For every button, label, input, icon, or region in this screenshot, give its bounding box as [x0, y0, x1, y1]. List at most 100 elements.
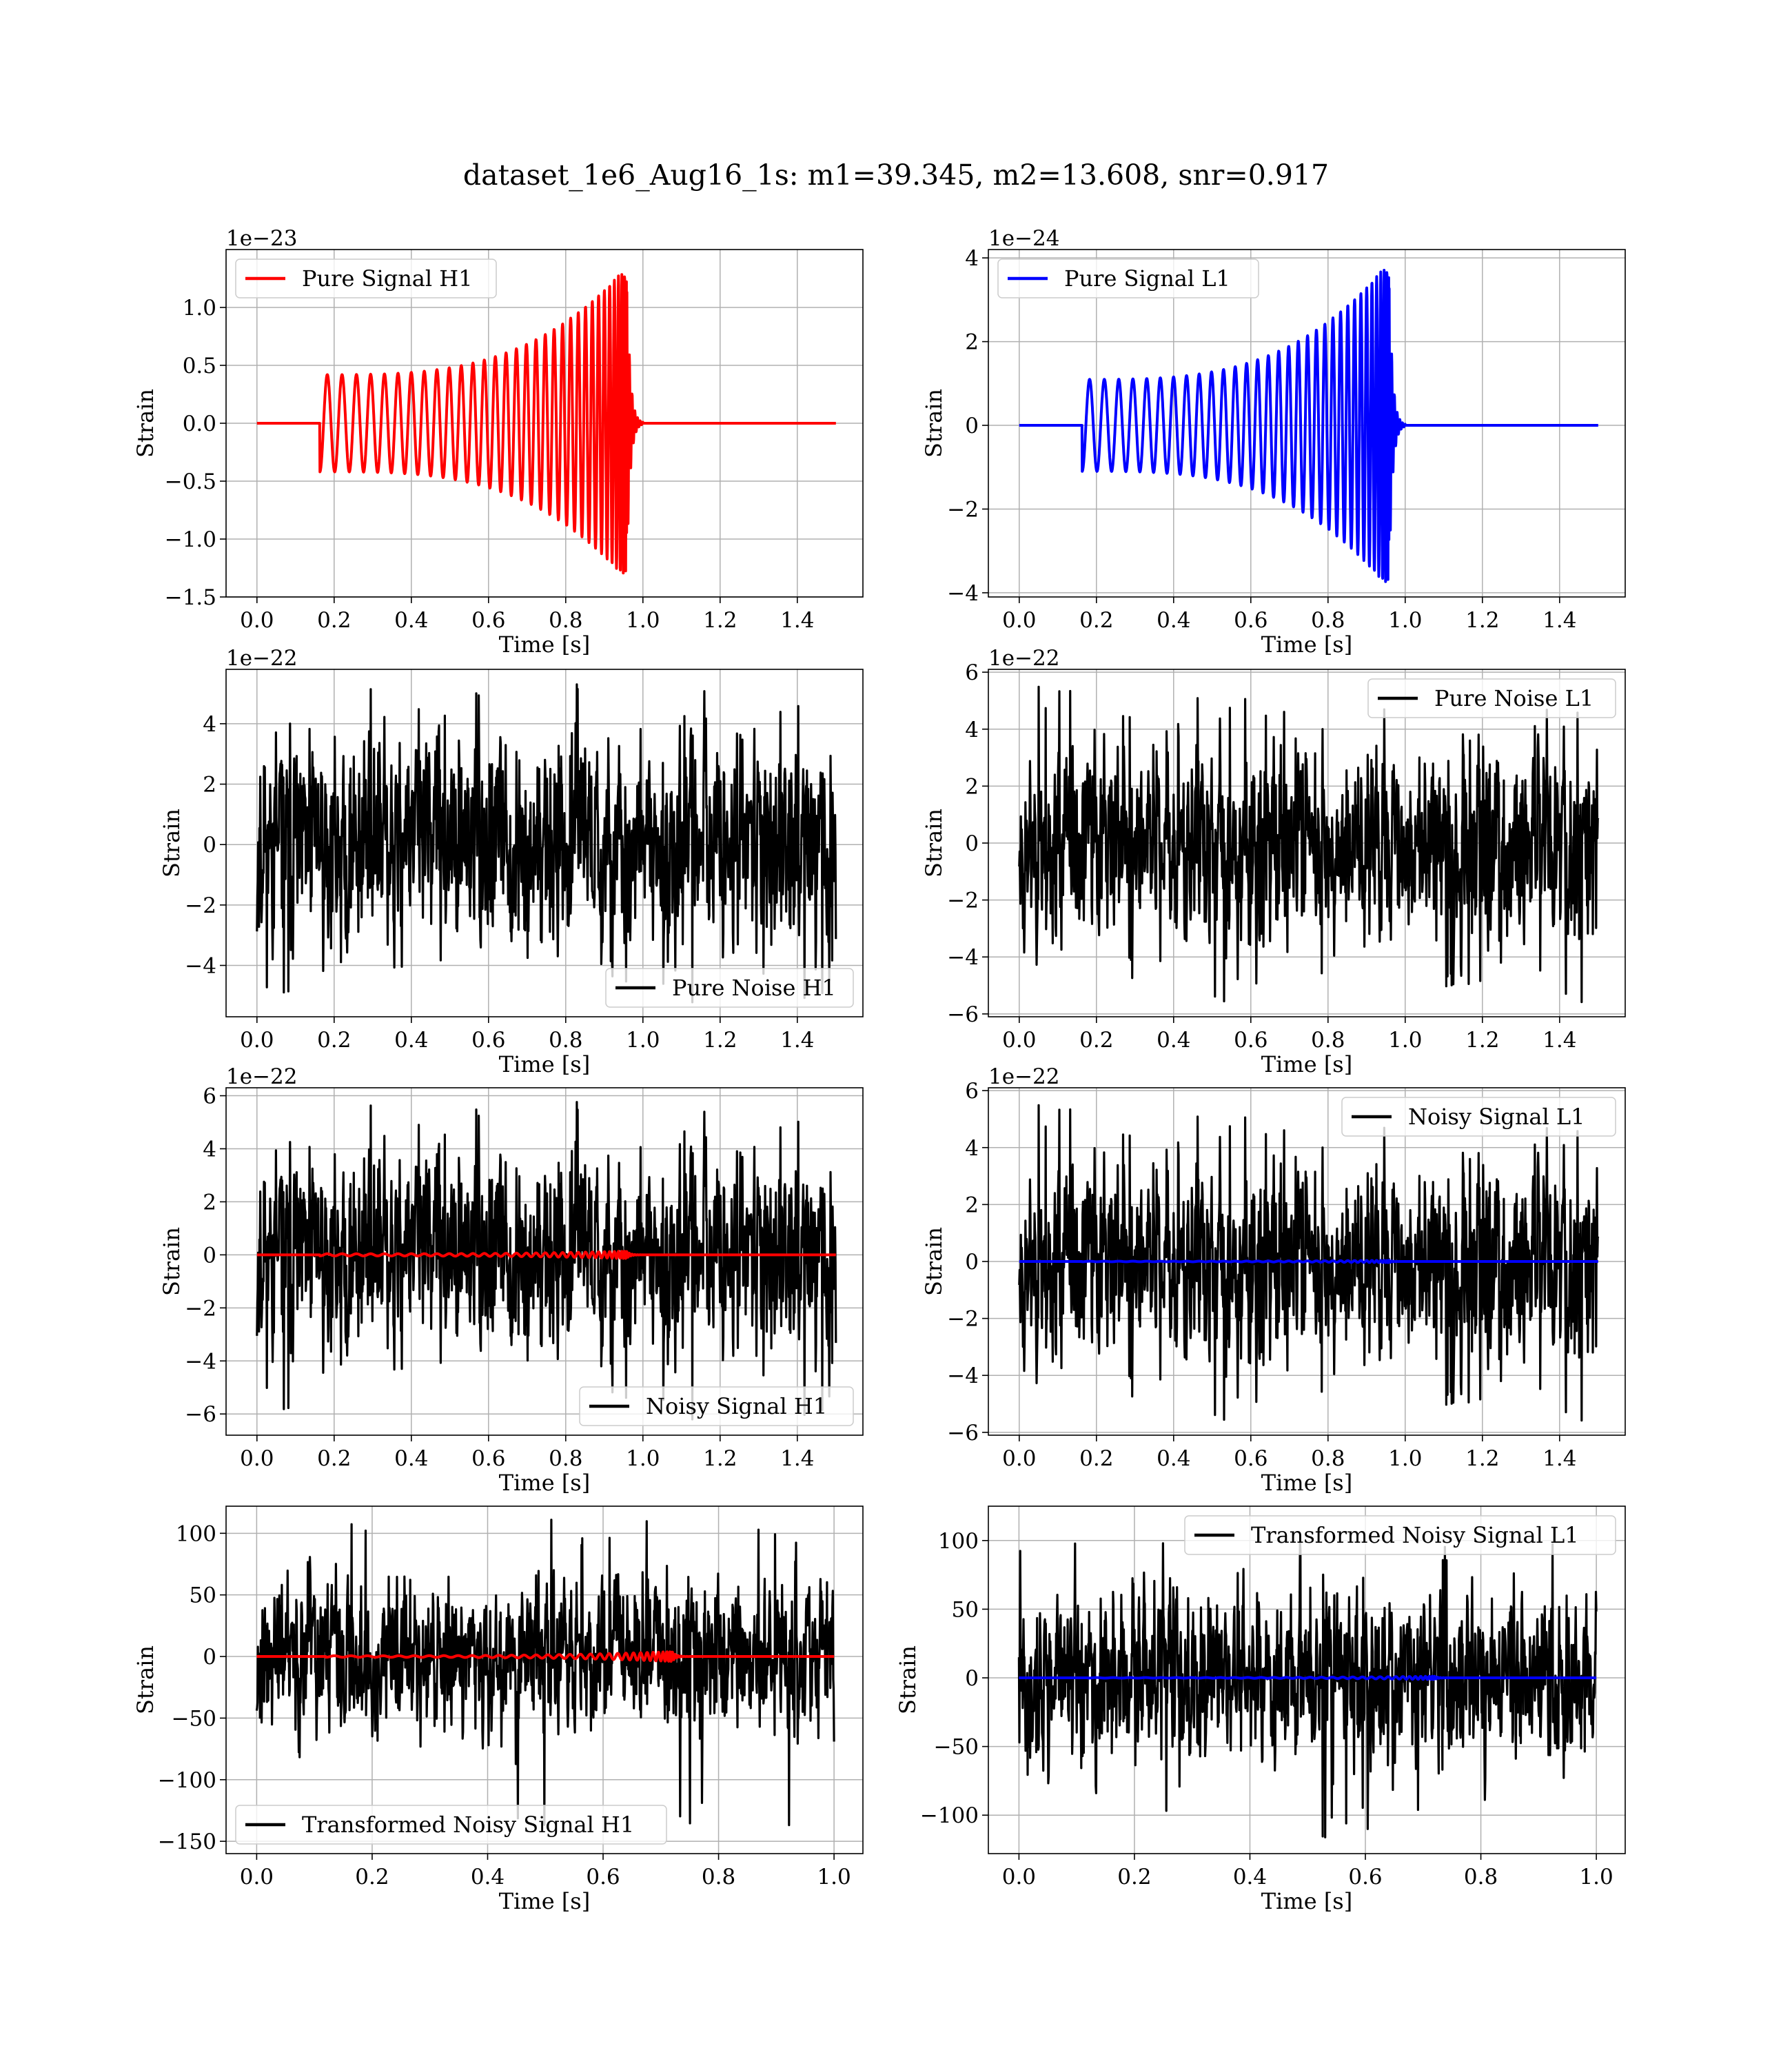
legend: Transformed Noisy Signal L1: [1184, 1515, 1616, 1555]
x-tick-label: 0.8: [549, 608, 582, 633]
series-line-0: [1017, 1541, 1598, 1838]
y-tick-label: −6: [185, 1402, 216, 1427]
y-tick-label: 4: [965, 246, 979, 271]
subplot-noisy-signal-l1: 0.0 0.2 0.4 0.6 0.8 1.0 1.2 1.4 −6 −4 −2 0 2 4 6 Time […: [921, 1064, 1626, 1496]
y-axis-label: Strain: [159, 1227, 185, 1296]
subplot-pure-noise-l1: 0.0 0.2 0.4 0.6 0.8 1.0 1.2 1.4 −6 −4 −2 0 2 4 6 Time […: [921, 646, 1626, 1077]
x-axis-label: Time [s]: [499, 1051, 590, 1077]
legend-label: Transformed Noisy Signal H1: [302, 1812, 634, 1838]
subplot-transformed-noisy-signal-l1: 0.0 0.2 0.4 0.6 0.8 1.0 −100 −50 0 50 100 Time [s] S…: [895, 1506, 1626, 1914]
subplot-transformed-noisy-signal-h1: 0.0 0.2 0.4 0.6 0.8 1.0 −150 −100 −50 0 50 100 Time …: [132, 1506, 864, 1914]
x-tick-label: 0.6: [471, 1446, 505, 1471]
axes-frame: [988, 1506, 1626, 1854]
axis-offset-label: 1e−22: [226, 1064, 298, 1089]
y-axis-label: Strain: [921, 1227, 947, 1296]
plot-area: [256, 683, 837, 1004]
figure-suptitle: dataset_1e6_Aug16_1s: m1=39.345, m2=13.6…: [463, 159, 1329, 192]
legend-box: [1184, 1515, 1616, 1555]
legend-box: [605, 968, 854, 1008]
x-tick-label: 1.0: [626, 1446, 660, 1471]
x-tick-label: 0.4: [394, 1446, 428, 1471]
series-line-0: [256, 683, 837, 1004]
x-axis-label: Time [s]: [1261, 1888, 1352, 1914]
y-tick-label: 0: [965, 831, 979, 856]
y-tick-label: −2: [947, 1307, 979, 1332]
x-tick-label: 0.0: [1002, 1865, 1036, 1889]
legend: Pure Signal H1: [235, 258, 497, 298]
axes-frame: [225, 1506, 864, 1854]
x-tick-label: 1.4: [780, 1028, 814, 1053]
x-tick-label: 0.8: [1311, 608, 1345, 633]
legend-label: Pure Noise H1: [672, 975, 836, 1001]
subplot-grid: 0.0 0.2 0.4 0.6 0.8 1.0 1.2 1.4−1.5−1.0−0.50.00…: [132, 226, 1626, 1914]
y-tick-label: 100: [938, 1529, 979, 1554]
axis-offset-label: 1e−24: [988, 226, 1060, 251]
x-axis-label: Time [s]: [1261, 1470, 1352, 1496]
x-tick-label: 0.8: [702, 1865, 735, 1889]
y-tick-label: 1.0: [183, 296, 216, 321]
x-tick-label: 1.0: [1579, 1865, 1613, 1889]
y-tick-label: 4: [203, 712, 216, 737]
legend: Transformed Noisy Signal H1: [235, 1805, 667, 1845]
subplot-noisy-signal-h1: 0.0 0.2 0.4 0.6 0.8 1.0 1.2 1.4 −6 −4 −2 0 2 4 6 Time […: [159, 1064, 864, 1496]
x-tick-label: 0.0: [1002, 1028, 1036, 1053]
x-tick-label: 0.0: [240, 1446, 274, 1471]
x-tick-label: 0.6: [471, 608, 505, 633]
legend-box: [235, 258, 497, 298]
x-tick-label: 0.4: [1233, 1865, 1267, 1889]
series-line-0: [1018, 1104, 1600, 1422]
legend: Pure Noise H1: [605, 968, 854, 1008]
y-axis-label: Strain: [132, 389, 159, 458]
x-tick-label: 0.4: [394, 1028, 428, 1053]
legend-label: Pure Signal H1: [302, 265, 473, 292]
x-tick-label: 0.6: [1348, 1865, 1382, 1889]
x-tick-label: 0.8: [549, 1446, 582, 1471]
y-tick-label: 0: [965, 414, 979, 438]
y-tick-label: 6: [965, 1079, 979, 1104]
y-tick-label: 4: [203, 1137, 216, 1162]
axis-offset-label: 1e−22: [988, 1064, 1060, 1089]
y-tick-label: 100: [176, 1521, 216, 1546]
y-tick-label: −4: [185, 953, 216, 978]
x-tick-label: 1.4: [780, 608, 814, 633]
y-tick-label: 50: [952, 1597, 979, 1622]
y-tick-label: −2: [947, 889, 979, 913]
x-tick-label: 1.2: [703, 1446, 737, 1471]
x-tick-label: 0.4: [471, 1865, 505, 1889]
legend-label: Transformed Noisy Signal L1: [1251, 1522, 1579, 1548]
y-tick-label: 2: [965, 1193, 979, 1217]
x-axis-label: Time [s]: [1261, 631, 1352, 658]
x-tick-label: 0.8: [1311, 1446, 1345, 1471]
y-tick-label: −150: [158, 1829, 216, 1854]
x-tick-label: 1.4: [1542, 1446, 1576, 1471]
x-tick-label: 0.6: [1234, 608, 1267, 633]
plot-area: [256, 1101, 837, 1421]
axes-frame: [988, 249, 1626, 598]
subplot-pure-signal-h1: 0.0 0.2 0.4 0.6 0.8 1.0 1.2 1.4 −1.5 −1.0 −0.5 0.0 0…: [132, 226, 864, 658]
x-axis-label: Time [s]: [499, 1888, 590, 1914]
x-tick-label: 0.2: [355, 1865, 389, 1889]
y-axis-label: Strain: [921, 389, 947, 458]
y-tick-label: −2: [185, 1296, 216, 1321]
series-line-1: [256, 1250, 837, 1260]
y-tick-label: 2: [965, 330, 979, 355]
y-tick-label: 0.5: [183, 354, 216, 378]
y-tick-label: −6: [947, 1421, 979, 1446]
x-tick-label: 0.2: [1079, 608, 1113, 633]
legend-label: Pure Signal L1: [1064, 265, 1230, 292]
x-tick-label: 1.2: [1465, 608, 1499, 633]
y-tick-label: 0: [203, 833, 216, 858]
x-tick-label: 1.0: [1388, 1028, 1422, 1053]
y-tick-label: −4: [947, 1364, 979, 1388]
plot-area: [1017, 1541, 1598, 1838]
legend-box: [997, 258, 1259, 298]
plot-area: [255, 1519, 835, 1827]
x-tick-label: 0.0: [240, 608, 274, 633]
y-tick-label: 0.0: [183, 412, 216, 436]
x-tick-label: 0.0: [1002, 1446, 1036, 1471]
x-tick-label: 0.6: [586, 1865, 620, 1889]
y-tick-label: 2: [203, 1190, 216, 1215]
y-tick-label: 0: [203, 1645, 216, 1670]
x-tick-label: 0.6: [471, 1028, 505, 1053]
